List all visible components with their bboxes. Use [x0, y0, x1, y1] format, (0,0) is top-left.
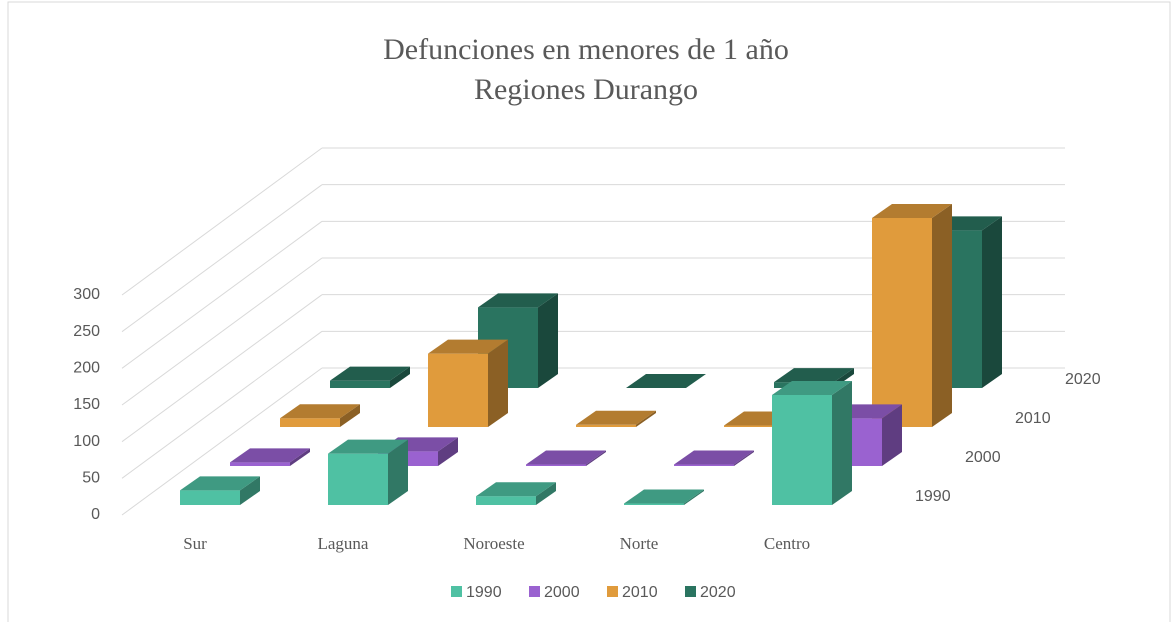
grid-line: [121, 367, 323, 516]
bar: [230, 448, 310, 466]
chart-subtitle: Regiones Durango: [474, 73, 698, 106]
depth-axis-label: 2000: [965, 449, 1001, 466]
bar: [624, 489, 704, 505]
bar-front: [624, 503, 684, 505]
bar: [674, 450, 754, 466]
legend-label: 2010: [622, 584, 658, 601]
grid-line: [121, 330, 323, 479]
legend-label: 1990: [466, 584, 502, 601]
bar-side: [882, 404, 902, 466]
legend-label: 2020: [700, 584, 736, 601]
bar: [772, 381, 852, 505]
bar: [872, 204, 952, 427]
bar-side: [340, 404, 360, 427]
bar-top: [230, 448, 310, 463]
y-tick-label: 0: [91, 506, 100, 523]
bar-side: [684, 489, 704, 505]
bar: [576, 410, 656, 427]
x-tick-label: Norte: [620, 534, 659, 553]
legend-swatch: [607, 586, 618, 597]
bar-top: [576, 410, 656, 425]
bar-side: [290, 448, 310, 466]
bar-front: [476, 496, 536, 505]
bar-side: [832, 381, 852, 505]
grid-line: [121, 220, 323, 369]
bar-side: [438, 437, 458, 466]
bar-front: [280, 418, 340, 427]
bar: [330, 366, 410, 388]
bar-top: [476, 482, 556, 497]
bar-side: [390, 366, 410, 388]
bar-top: [180, 476, 260, 491]
bar-side: [488, 339, 508, 427]
legend-swatch: [451, 586, 462, 597]
legend-swatch: [685, 586, 696, 597]
bar-side: [982, 216, 1002, 388]
bar-front: [872, 218, 932, 427]
bar-top: [328, 439, 408, 454]
bar-side: [538, 293, 558, 388]
bar-top: [624, 489, 704, 504]
bar-front: [328, 453, 388, 505]
bar: [526, 450, 606, 466]
grid-line: [121, 257, 323, 406]
grid-line: [121, 294, 323, 443]
bar: [476, 482, 556, 505]
bar-top: [478, 293, 558, 308]
bar-front: [330, 380, 390, 388]
bar-front: [724, 425, 784, 427]
bar-front: [526, 464, 586, 466]
grid-line: [121, 147, 323, 296]
y-tick-label: 150: [73, 396, 100, 413]
bar-top: [428, 339, 508, 354]
x-tick-label: Sur: [183, 534, 207, 553]
bar: [280, 404, 360, 427]
x-tick-label: Laguna: [318, 534, 369, 553]
bar-side: [636, 410, 656, 427]
bar-top: [774, 368, 854, 383]
bar-front: [674, 464, 734, 466]
bar-front: [576, 424, 636, 427]
bar-top: [674, 450, 754, 465]
chart-title: Defunciones en menores de 1 año: [383, 33, 789, 66]
bar-front: [772, 395, 832, 505]
y-tick-label: 100: [73, 433, 100, 450]
bar-front: [428, 353, 488, 427]
y-tick-label: 300: [73, 286, 100, 303]
depth-axis-label: 2020: [1065, 371, 1101, 388]
depth-axis-label: 1990: [915, 488, 951, 505]
bar-side: [240, 476, 260, 505]
x-tick-label: Centro: [764, 534, 810, 553]
bar-top: [330, 366, 410, 381]
y-tick-label: 200: [73, 360, 100, 377]
bar-side: [388, 439, 408, 505]
bar-side: [932, 204, 952, 427]
depth-axis-label: 2010: [1015, 410, 1051, 427]
y-tick-label: 250: [73, 323, 100, 340]
bar-top: [772, 381, 852, 395]
bar-top: [526, 450, 606, 465]
legend-label: 2000: [544, 584, 580, 601]
bar-front: [230, 462, 290, 466]
grid-line: [121, 184, 323, 333]
bar-front: [180, 490, 240, 505]
bar: [180, 476, 260, 505]
bar-side: [536, 482, 556, 505]
bar-top: [280, 404, 360, 419]
bar-top: [872, 204, 952, 218]
bar-top: [626, 374, 706, 388]
x-tick-label: Noroeste: [463, 534, 524, 553]
y-tick-label: 50: [82, 470, 100, 487]
bar: [626, 374, 706, 388]
bar: [328, 439, 408, 505]
bar-side: [586, 450, 606, 466]
bar-side: [734, 450, 754, 466]
legend-swatch: [529, 586, 540, 597]
bar: [428, 339, 508, 427]
